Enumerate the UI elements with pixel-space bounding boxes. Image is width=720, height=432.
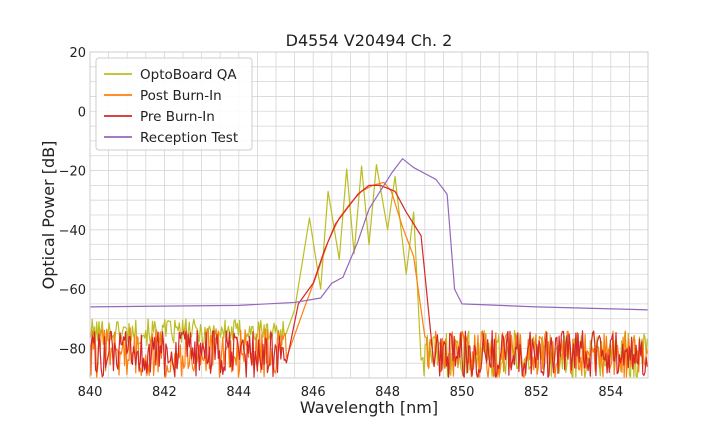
y-tick-label: −60 [59, 283, 86, 298]
x-axis-label: Wavelength [nm] [300, 398, 438, 417]
x-tick-label: 840 [78, 385, 103, 400]
y-tick-label: 20 [69, 46, 86, 61]
series-line-pre-burn-in [89, 184, 648, 379]
y-tick-label: −40 [59, 224, 86, 239]
x-tick-label: 850 [450, 385, 475, 400]
legend-label-optoboard-qa: OptoBoard QA [140, 67, 237, 83]
legend-label-post-burn-in: Post Burn-In [140, 88, 222, 104]
series-line-optoboard-qa [89, 164, 648, 379]
x-tick-label: 854 [598, 385, 623, 400]
y-tick-label: 0 [78, 105, 86, 120]
tick-labels: 840 842 844 846 848 850 852 854 20 0 −20 −40 −60 −80 [59, 46, 624, 400]
series-layer [89, 158, 649, 379]
x-tick-label: 844 [226, 385, 251, 400]
series-line-reception-test [89, 158, 649, 311]
legend-label-pre-burn-in: Pre Burn-In [140, 109, 215, 125]
chart-title: D4554 V20494 Ch. 2 [286, 31, 453, 50]
legend: OptoBoard QA Post Burn-In Pre Burn-In Recep… [95, 57, 253, 151]
x-tick-label: 848 [375, 385, 400, 400]
y-tick-label: −80 [59, 342, 86, 357]
x-tick-label: 846 [301, 385, 326, 400]
x-tick-label: 842 [152, 385, 177, 400]
plot-frame [89, 51, 649, 379]
legend-label-reception-test: Reception Test [140, 130, 238, 146]
x-tick-label: 852 [524, 385, 549, 400]
y-tick-label: −20 [59, 165, 86, 180]
legend-box [95, 57, 253, 151]
y-axis-label: Optical Power [dB] [39, 141, 58, 290]
